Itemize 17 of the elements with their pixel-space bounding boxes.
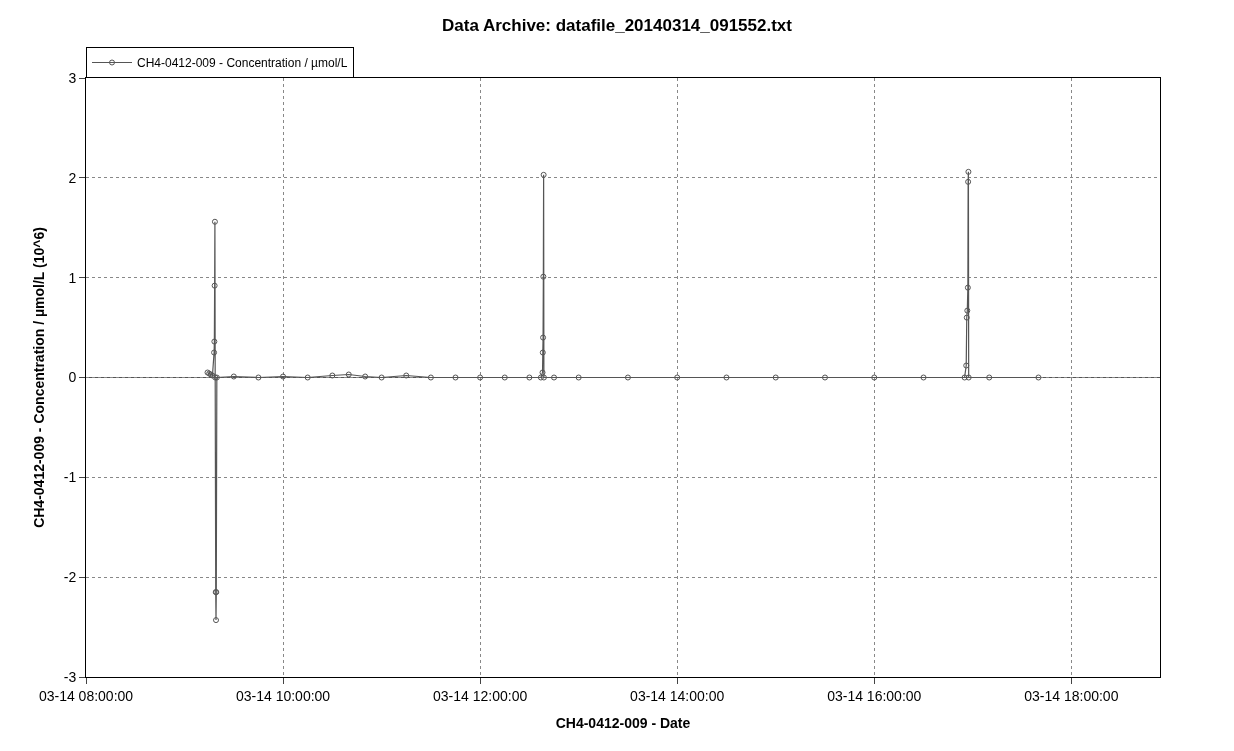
x-tick-label: 03-14 08:00:00 — [38, 687, 134, 704]
chart-title: Data Archive: datafile_20140314_091552.txt — [442, 15, 793, 35]
x-tick-label: 03-14 12:00:00 — [433, 687, 528, 704]
legend-label: CH4-0412-009 - Concentration / µmol/L — [137, 56, 348, 71]
y-axis-title: CH4-0412-009 - Concentration / µmol/L (10^6) — [31, 227, 48, 528]
y-tick-label: -1 — [63, 469, 77, 486]
y-tick-label: 1 — [68, 269, 77, 286]
y-tick-label: 0 — [68, 369, 77, 386]
y-tick-label: 3 — [68, 69, 77, 86]
x-tick-label: 03-14 18:00:00 — [1024, 687, 1119, 704]
x-axis-title: CH4-0412-009 - Date — [555, 715, 691, 732]
x-tick-label: 03-14 16:00:00 — [827, 687, 922, 704]
y-tick-label: -2 — [63, 569, 77, 586]
y-tick-label: 2 — [68, 169, 77, 186]
x-tick-label: 03-14 14:00:00 — [630, 687, 725, 704]
y-tick-label: -3 — [63, 668, 77, 685]
x-tick-label: 03-14 10:00:00 — [235, 687, 331, 704]
